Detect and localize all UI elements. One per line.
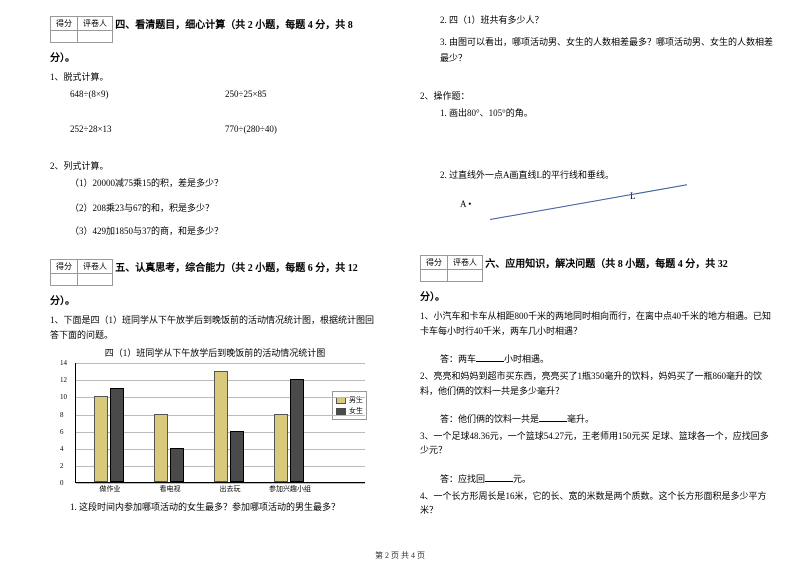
q5-2-1: 1. 画出80°、105°的角。 [440, 105, 775, 121]
score-label: 得分 [51, 17, 78, 31]
x-axis-label: 做作业 [80, 484, 140, 494]
expr-row-2: 252÷28×13 770÷(280÷40) [70, 121, 380, 137]
grader-label: 评卷人 [448, 256, 483, 270]
section-4-header: 得分 评卷人 四、看清题目，细心计算（共 2 小题，每题 4 分，共 8 [50, 16, 380, 43]
right-column: 2. 四（1）班共有多少人？ 3. 由图可以看出，哪项活动男、女生的人数相差最多… [400, 0, 800, 545]
bar [230, 431, 244, 482]
section-4-pts: 分）。 [50, 49, 380, 64]
x-axis-label: 参加兴趣小组 [260, 484, 320, 494]
q6-2: 2、亮亮和妈妈到超市买东西，亮亮买了1瓶350毫升的饮料，妈妈买了一瓶860毫升… [420, 369, 775, 398]
bar [290, 379, 304, 482]
bar [214, 371, 228, 482]
q4-2-2: （2）208乘23与67的和，积是多少？ [70, 201, 380, 214]
expr-row-1: 648÷(8×9) 250÷25×85 [70, 86, 380, 102]
grader-label: 评卷人 [78, 17, 113, 31]
chart-title: 四（1）班同学从下午放学后到晚饭前的活动情况统计图 [50, 346, 380, 359]
y-axis-label: 8 [60, 411, 64, 419]
y-axis-label: 4 [60, 445, 64, 453]
x-axis-label: 出去玩 [200, 484, 260, 494]
left-column: 得分 评卷人 四、看清题目，细心计算（共 2 小题，每题 4 分，共 8 分）。… [0, 0, 400, 545]
bar [170, 448, 184, 482]
bar [94, 396, 108, 482]
score-box-5: 得分 评卷人 [50, 259, 113, 286]
y-axis-label: 2 [60, 462, 64, 470]
score-box: 得分 评卷人 [50, 16, 113, 43]
bar [110, 388, 124, 482]
q5-2-2: 2. 过直线外一点A画直线L的平行线和垂线。 [440, 167, 775, 183]
section-6-header: 得分 评卷人 六、应用知识，解决问题（共 8 小题，每题 4 分，共 32 [420, 255, 775, 282]
section-6-title: 六、应用知识，解决问题（共 8 小题，每题 4 分，共 32 [485, 259, 728, 270]
q6-3: 3、一个足球48.36元，一个篮球54.27元，王老师用150元买 足球、篮球各… [420, 429, 775, 458]
q5-1: 1、下面是四（1）班同学从下午放学后到晚饭前的活动情况统计图，根据统计图回答下面… [50, 313, 380, 342]
bar [274, 414, 288, 483]
bar [154, 414, 168, 483]
expr-3: 252÷28×13 [70, 121, 225, 137]
q4-1: 1、脱式计算。 [50, 70, 380, 84]
q6-4: 4、一个长方形周长是16米，它的长、宽的米数是两个质数。这个长方形面积是多少平方… [420, 489, 775, 518]
y-axis-label: 10 [60, 393, 67, 401]
q6-1: 1、小汽车和卡车从相距800千米的两地同时相向而行，在离中点40千米的地方相遇。… [420, 309, 775, 338]
chart-legend: 男生 女生 [332, 391, 367, 420]
score-box-6: 得分 评卷人 [420, 255, 483, 282]
section-5-title: 五、认真思考，综合能力（共 2 小题，每题 6 分，共 12 [115, 263, 358, 274]
q5-1-2: 2. 四（1）班共有多少人？ [440, 12, 775, 28]
line-l [490, 185, 687, 221]
q5-2: 2、操作题： [420, 89, 775, 103]
grader-label: 评卷人 [78, 260, 113, 274]
x-axis-label: 看电视 [140, 484, 200, 494]
q4-2: 2、列式计算。 [50, 159, 380, 173]
section-5-header: 得分 评卷人 五、认真思考，综合能力（共 2 小题，每题 6 分，共 12 [50, 259, 380, 286]
bar-chart: 男生 女生 14121086420做作业看电视出去玩参加兴趣小组 [75, 363, 365, 483]
page-footer: 第 2 页 共 4 页 [0, 550, 800, 561]
y-axis-label: 14 [60, 359, 67, 367]
q4-2-3: （3）429加1850与37的商，和是多少？ [70, 224, 380, 237]
section-4-title: 四、看清题目，细心计算（共 2 小题，每题 4 分，共 8 [115, 20, 353, 31]
expr-2: 250÷25×85 [225, 86, 380, 102]
expr-4: 770÷(280÷40) [225, 121, 380, 137]
section-5-pts: 分）。 [50, 292, 380, 307]
score-label: 得分 [51, 260, 78, 274]
y-axis-label: 6 [60, 428, 64, 436]
q5-1-3: 3. 由图可以看出，哪项活动男、女生的人数相差最多？哪项活动男、女生的人数相差最… [440, 34, 775, 66]
q4-2-1: （1）20000减75乘15的积，差是多少？ [70, 175, 380, 191]
y-axis-label: 0 [60, 479, 64, 487]
score-label: 得分 [421, 256, 448, 270]
answer-6-3: 答：应找回元。 [440, 472, 775, 485]
point-a-label: A • [460, 199, 471, 209]
section-6-pts: 分）。 [420, 288, 775, 303]
y-axis-label: 12 [60, 376, 67, 384]
answer-6-2: 答：他们俩的饮料一共是毫升。 [440, 412, 775, 425]
expr-1: 648÷(8×9) [70, 86, 225, 102]
q5-1-1: 1. 这段时间内参加哪项活动的女生最多？参加哪项活动的男生最多？ [70, 499, 380, 515]
geometry-figure: A • L [450, 189, 775, 249]
answer-6-1: 答：两车小时相遇。 [440, 352, 775, 365]
